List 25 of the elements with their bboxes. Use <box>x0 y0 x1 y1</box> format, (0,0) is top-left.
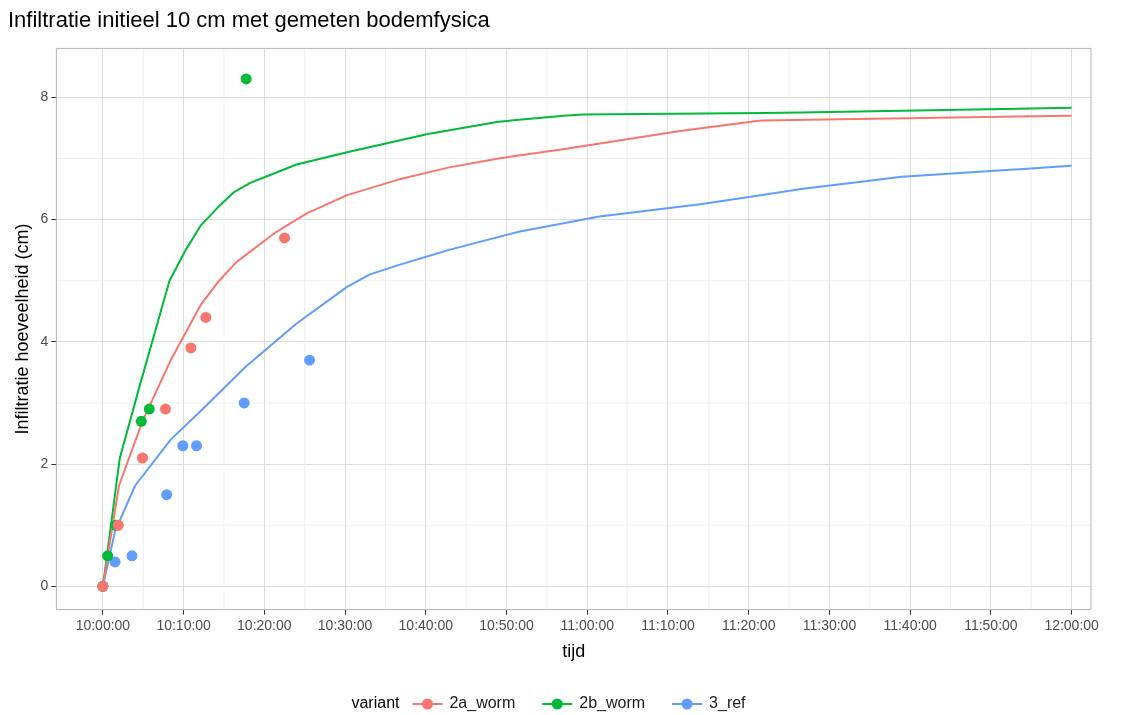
x-tick-label: 10:10:00 <box>156 616 212 633</box>
legend-label: 3_ref <box>709 694 747 713</box>
x-tick-label: 11:00:00 <box>560 616 615 633</box>
x-tick-label: 11:40:00 <box>883 616 938 633</box>
y-tick-label: 0 <box>40 577 49 594</box>
y-tick-label: 2 <box>40 454 49 471</box>
chart-title: Infiltratie initieel 10 cm met gemeten bodemfysica <box>8 7 491 33</box>
legend-label: 2a_worm <box>449 694 516 713</box>
x-tick-label: 11:20:00 <box>721 616 776 633</box>
x-tick-label: 10:50:00 <box>479 616 534 633</box>
x-tick-label: 10:20:00 <box>237 616 292 633</box>
y-tick-label: 6 <box>40 210 49 227</box>
y-tick-label: 8 <box>40 88 49 105</box>
y-tick-label: 4 <box>40 332 49 349</box>
x-tick-label: 10:00:00 <box>75 616 131 633</box>
x-tick-label: 10:40:00 <box>398 616 454 633</box>
x-tick-label: 10:30:00 <box>317 616 373 633</box>
legend-title: variant <box>351 694 401 712</box>
x-tick-label: 11:30:00 <box>802 616 857 633</box>
x-tick-label: 12:00:00 <box>1044 616 1100 633</box>
legend-label: 2b_worm <box>579 694 646 713</box>
x-tick-label: 11:10:00 <box>641 616 695 633</box>
y-axis-title: Infiltratie hoeveelheid (cm) <box>11 223 32 435</box>
x-tick-label: 11:50:00 <box>964 616 1018 633</box>
x-axis-title: tijd <box>562 641 586 662</box>
